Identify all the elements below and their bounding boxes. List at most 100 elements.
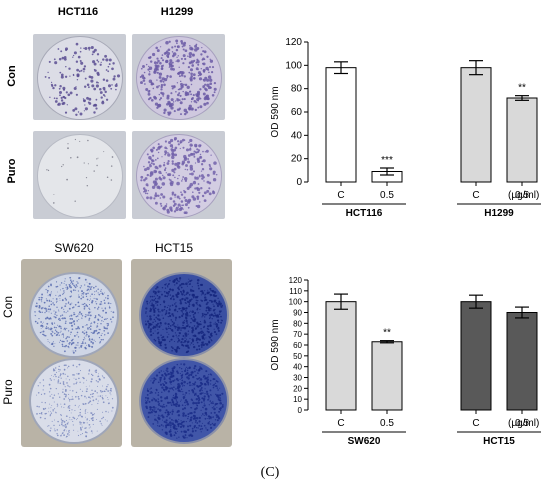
colony <box>197 183 200 185</box>
colony <box>150 148 153 152</box>
colony <box>197 401 200 404</box>
colony <box>175 277 178 281</box>
colony <box>145 63 148 66</box>
colony <box>85 177 88 179</box>
colony <box>186 285 188 287</box>
colony <box>217 398 220 401</box>
colony <box>70 290 72 293</box>
colony <box>180 327 183 329</box>
colony <box>185 319 188 323</box>
colony <box>194 180 196 183</box>
colony <box>94 69 97 72</box>
colony <box>169 307 171 309</box>
colony <box>196 94 199 98</box>
colony <box>188 390 190 392</box>
colony <box>101 390 104 393</box>
colony <box>144 177 148 180</box>
colony <box>60 403 62 405</box>
colony <box>63 327 66 330</box>
colony <box>101 424 103 426</box>
colony <box>184 337 186 339</box>
colony <box>192 401 194 403</box>
colony <box>204 87 207 91</box>
colony <box>181 337 184 341</box>
colony <box>59 319 61 322</box>
colony <box>76 281 78 283</box>
colony <box>160 341 163 344</box>
colony <box>186 344 189 347</box>
colony <box>68 283 71 286</box>
colony <box>45 288 47 291</box>
colony <box>210 309 212 311</box>
colony-dots <box>144 276 224 354</box>
colony <box>192 73 196 77</box>
colony <box>166 401 170 404</box>
colony <box>65 425 67 427</box>
colony <box>191 286 193 288</box>
colony <box>41 324 44 327</box>
colony <box>206 101 209 105</box>
colony <box>86 422 88 424</box>
column-header-hct15: HCT15 <box>154 241 193 255</box>
colony <box>53 379 55 381</box>
colony <box>207 330 210 334</box>
colony <box>203 313 206 316</box>
colony <box>198 323 201 326</box>
colony <box>180 309 183 312</box>
colony <box>55 316 57 319</box>
colony <box>84 284 86 286</box>
colony <box>103 151 105 153</box>
colony <box>66 327 68 329</box>
colony <box>169 294 172 296</box>
colony <box>197 71 202 75</box>
colony <box>154 158 157 161</box>
colony <box>207 381 210 385</box>
colony <box>54 332 56 335</box>
colony <box>76 79 79 81</box>
colony <box>185 334 188 337</box>
colony <box>183 139 186 141</box>
colony <box>67 365 70 368</box>
colony <box>183 341 185 344</box>
colony <box>57 420 59 423</box>
colony <box>102 309 105 312</box>
colony <box>75 284 78 286</box>
colony <box>100 96 103 99</box>
colony <box>65 426 67 429</box>
colony <box>181 84 184 87</box>
colony <box>51 334 54 337</box>
colony <box>214 382 217 385</box>
colony <box>89 290 90 292</box>
colony <box>65 378 67 380</box>
colony <box>184 434 187 437</box>
colony <box>186 291 189 295</box>
colony <box>88 396 90 398</box>
colony <box>200 382 204 386</box>
colony <box>75 93 78 96</box>
colony <box>73 429 75 431</box>
colony <box>101 375 103 377</box>
colony <box>60 377 62 379</box>
colony <box>90 340 93 343</box>
colony <box>187 281 189 283</box>
colony <box>168 291 171 293</box>
colony <box>157 394 160 396</box>
colony <box>176 310 179 313</box>
colony <box>196 337 199 340</box>
colony <box>193 318 197 321</box>
colony <box>194 421 197 423</box>
colony <box>189 344 191 346</box>
colony <box>167 294 169 297</box>
colony <box>174 45 177 48</box>
colony <box>88 345 91 348</box>
colony <box>156 71 159 74</box>
colony <box>97 306 100 308</box>
colony <box>143 168 148 172</box>
colony <box>156 304 159 306</box>
colony <box>208 341 210 344</box>
colony <box>39 331 42 334</box>
row-label-puro: Puro <box>6 158 18 184</box>
column-header-sw620: SW620 <box>54 241 94 255</box>
colony <box>69 276 72 279</box>
colony <box>178 286 180 288</box>
